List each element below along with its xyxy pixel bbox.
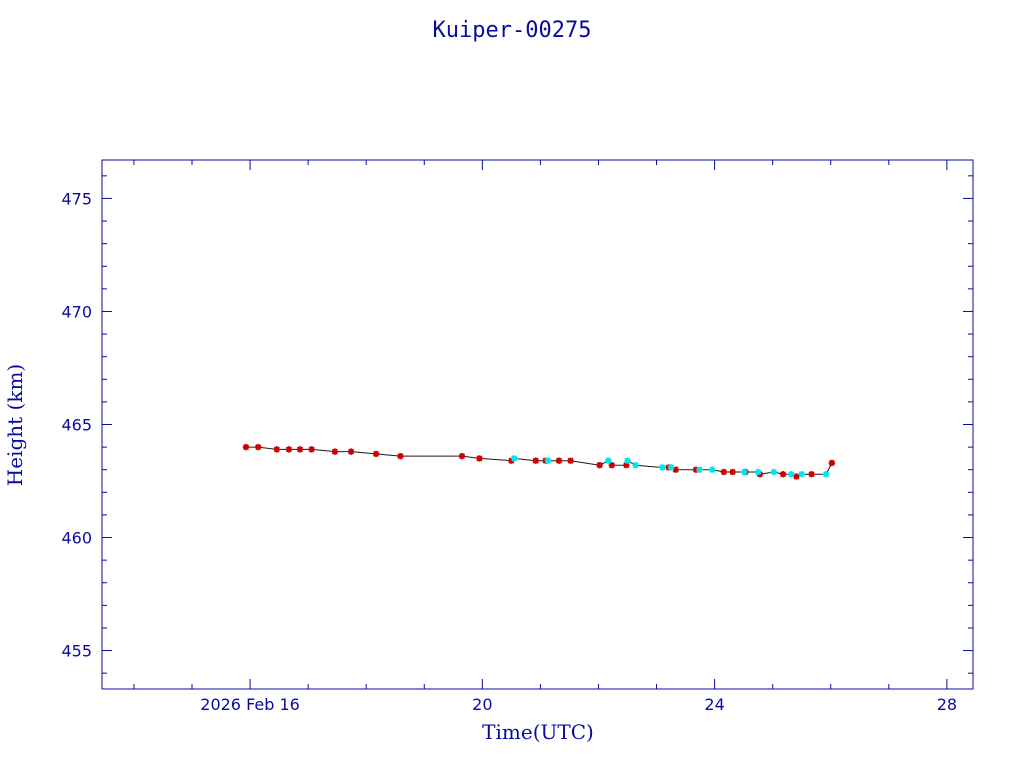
red-star-point [555,457,563,464]
axis-ticks [102,160,973,689]
cyan-star-point [770,468,778,476]
cyan-star-point [741,468,748,476]
red-star-point [779,471,787,478]
red-star-point [242,443,250,451]
y-axis-label: Height (km) [3,364,27,486]
red-star-point [397,452,404,460]
data-markers [242,443,836,480]
x-tick-label: 28 [937,695,957,714]
y-tick-label: 455 [61,642,92,661]
red-star-point [508,457,515,464]
red-star-point [793,473,800,480]
cyan-star-point [659,464,666,471]
cyan-star-point [544,457,552,464]
cyan-star-point [798,471,805,478]
plot-frame [101,159,974,690]
x-axis-label: Time(UTC) [482,720,594,744]
red-star-point [808,471,815,478]
cyan-star-point [605,457,612,464]
x-tick-label: 24 [704,695,724,714]
red-star-point [372,450,380,458]
red-star-point [331,448,339,455]
red-star-point [720,468,728,476]
cyan-star-point [624,457,631,464]
red-star-point [296,446,304,453]
cyan-star-point [822,471,830,478]
cyan-star-point [696,466,703,473]
chart-title: Kuiper-00275 [433,18,592,43]
x-tick-label: 20 [472,695,492,714]
cyan-star-point [511,455,518,462]
red-star-point [608,461,616,469]
red-star-point [532,457,539,464]
x-tick-label: 2026 Feb 16 [200,695,300,714]
red-star-point [308,446,315,453]
red-star-point [273,446,280,453]
red-star-point [828,459,836,467]
red-star-point [254,443,262,451]
y-tick-label: 460 [61,529,92,548]
red-star-point [458,452,466,460]
cyan-star-point [632,461,639,469]
y-tick-label: 475 [61,189,92,208]
red-star-point [567,457,574,464]
red-star-point [347,448,355,455]
y-tick-label: 470 [61,302,92,321]
red-star-point [596,461,603,469]
y-tick-label: 465 [61,416,92,435]
cyan-star-point [709,466,716,473]
red-star-point [285,446,293,453]
cyan-star-point [788,471,795,478]
cyan-star-point [667,464,675,471]
cyan-star-point [754,468,762,476]
red-star-point [672,466,679,473]
axis-tick-labels: 2026 Feb 16 20 24 28 455 460 465 470 475 [61,189,957,714]
red-star-point [623,461,630,469]
red-star-point [476,455,483,462]
red-star-point [729,468,736,476]
red-star-point [692,466,700,473]
